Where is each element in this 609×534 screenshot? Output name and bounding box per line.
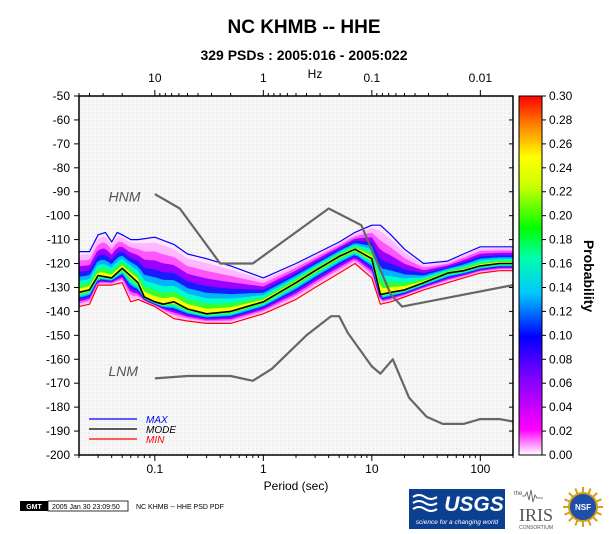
colorbar-tick-label: 0.22 bbox=[549, 185, 573, 199]
y-tick-label: -50 bbox=[53, 89, 71, 103]
colorbar-tick-label: 0.08 bbox=[549, 352, 573, 366]
nsf-logo: NSF bbox=[563, 487, 603, 527]
y-tick-label: -170 bbox=[46, 376, 70, 390]
colorbar-tick-label: 0.20 bbox=[549, 209, 573, 223]
y-tick-label: -70 bbox=[53, 137, 71, 151]
series-lnm-line bbox=[154, 315, 513, 425]
gmt-logo bbox=[20, 501, 48, 511]
legend-label-max: MAX bbox=[146, 415, 168, 426]
colorbar-tick-label: 0.26 bbox=[549, 137, 573, 151]
y-tick-label: -60 bbox=[53, 113, 71, 127]
usgs-name: USGS bbox=[444, 493, 504, 516]
colorbar-tick-label: 0.12 bbox=[549, 304, 573, 318]
nsf-ray bbox=[564, 498, 571, 503]
colorbar-label: Probability bbox=[581, 240, 597, 313]
series-hnm-line bbox=[154, 193, 513, 308]
series-max-line bbox=[79, 224, 513, 279]
legend-label-mode: MODE bbox=[146, 425, 176, 436]
chart-title: NC KHMB -- HHE bbox=[227, 17, 380, 38]
colorbar-tick-label: 0.02 bbox=[549, 424, 573, 438]
colorbar-tick-label: 0.14 bbox=[549, 280, 573, 294]
top-tick-label: 1 bbox=[260, 71, 267, 85]
y-tick-label: -120 bbox=[46, 257, 70, 271]
nsf-ray bbox=[595, 511, 602, 516]
y-tick-label: -90 bbox=[53, 185, 71, 199]
series-curves bbox=[79, 193, 513, 425]
colorbar-tick-label: 0.24 bbox=[549, 161, 573, 175]
x-tick-label: 10 bbox=[365, 462, 379, 476]
nsf-ray bbox=[587, 488, 592, 495]
y-tick-label: -80 bbox=[53, 161, 71, 175]
gmt-logo-text: GMT bbox=[26, 504, 42, 511]
y-tick-label: -200 bbox=[46, 448, 70, 462]
top-tick-label: 0.01 bbox=[469, 71, 493, 85]
footer-caption: NC KHMB -- HHE PSD PDF bbox=[136, 504, 224, 511]
colorbar: 0.00 0.02 0.04 0.06 0.08 0.10 0.12 0.14 0.16 0.18… bbox=[518, 89, 597, 462]
y-tick-label: -150 bbox=[46, 328, 70, 342]
nsf-ray bbox=[587, 519, 592, 526]
axes: -50 -60 -70 -80 -90 -100 -110 -120 -130 -140 -150 -… bbox=[46, 71, 514, 476]
colorbar-tick-label: 0.30 bbox=[549, 89, 573, 103]
y-tick-label: -110 bbox=[47, 233, 70, 247]
chart-subtitle: 329 PSDs : 2005:016 - 2005:022 bbox=[200, 47, 407, 63]
colorbar-tick-label: 0.28 bbox=[549, 113, 573, 127]
annotations: HNM LNM bbox=[109, 189, 141, 380]
density-band-8 bbox=[79, 248, 513, 315]
x-tick-label: 100 bbox=[470, 462, 490, 476]
colorbar-tick-label: 0.18 bbox=[549, 233, 573, 247]
y-tick-label: -160 bbox=[46, 352, 70, 366]
nsf-ray bbox=[574, 519, 579, 526]
legend-label-min: MIN bbox=[146, 435, 165, 446]
timestamp-box bbox=[47, 500, 129, 512]
top-tick-label: 10 bbox=[148, 71, 162, 85]
series-mode-line bbox=[79, 248, 513, 315]
x-axis-label: Period (sec) bbox=[264, 479, 329, 493]
colorbar-tick-label: 0.00 bbox=[549, 448, 573, 462]
nsf-ray bbox=[564, 511, 571, 516]
colorbar-gradient bbox=[518, 95, 543, 456]
colorbar-ticks: 0.00 0.02 0.04 0.06 0.08 0.10 0.12 0.14 0.16 0.18… bbox=[542, 89, 573, 462]
colorbar-tick-label: 0.04 bbox=[549, 400, 573, 414]
usgs-logo: USGS science for a changing world bbox=[409, 489, 505, 529]
y-tick-label: -130 bbox=[46, 280, 70, 294]
probability-heatmap bbox=[79, 225, 513, 324]
y-tick-label: -180 bbox=[46, 400, 70, 414]
usgs-waves-icon bbox=[412, 494, 438, 512]
iris-prefix: the bbox=[514, 491, 523, 497]
footer: GMT 2005 Jan 30 23:09:50 NC KHMB -- HHE … bbox=[20, 500, 224, 512]
nsf-globe bbox=[568, 492, 598, 522]
nsf-name: NSF bbox=[575, 503, 591, 512]
y-tick-label: -100 bbox=[46, 209, 70, 223]
series-min-line bbox=[79, 262, 513, 324]
seismogram-icon bbox=[522, 489, 543, 503]
y-tick-label: -190 bbox=[46, 424, 70, 438]
nsf-ray bbox=[574, 488, 579, 495]
top-tick-label: 0.1 bbox=[363, 71, 380, 85]
annotation-hnm: HNM bbox=[109, 189, 141, 205]
nsf-ray bbox=[595, 498, 602, 503]
y-tick-label: -140 bbox=[46, 304, 70, 318]
iris-name: IRIS bbox=[519, 505, 553, 525]
timestamp: 2005 Jan 30 23:09:50 bbox=[52, 504, 120, 511]
annotation-lnm: LNM bbox=[109, 363, 139, 379]
colorbar-tick-label: 0.10 bbox=[549, 328, 573, 342]
x-tick-label: 0.1 bbox=[146, 462, 163, 476]
top-axis-label: Hz bbox=[308, 67, 323, 81]
iris-logo: the IRIS CONSORTIUM bbox=[514, 489, 553, 531]
iris-consortium: CONSORTIUM bbox=[519, 525, 553, 531]
colorbar-tick-label: 0.16 bbox=[549, 257, 573, 271]
colorbar-tick-label: 0.06 bbox=[549, 376, 573, 390]
usgs-tagline: science for a changing world bbox=[416, 519, 499, 526]
x-tick-label: 1 bbox=[260, 462, 267, 476]
